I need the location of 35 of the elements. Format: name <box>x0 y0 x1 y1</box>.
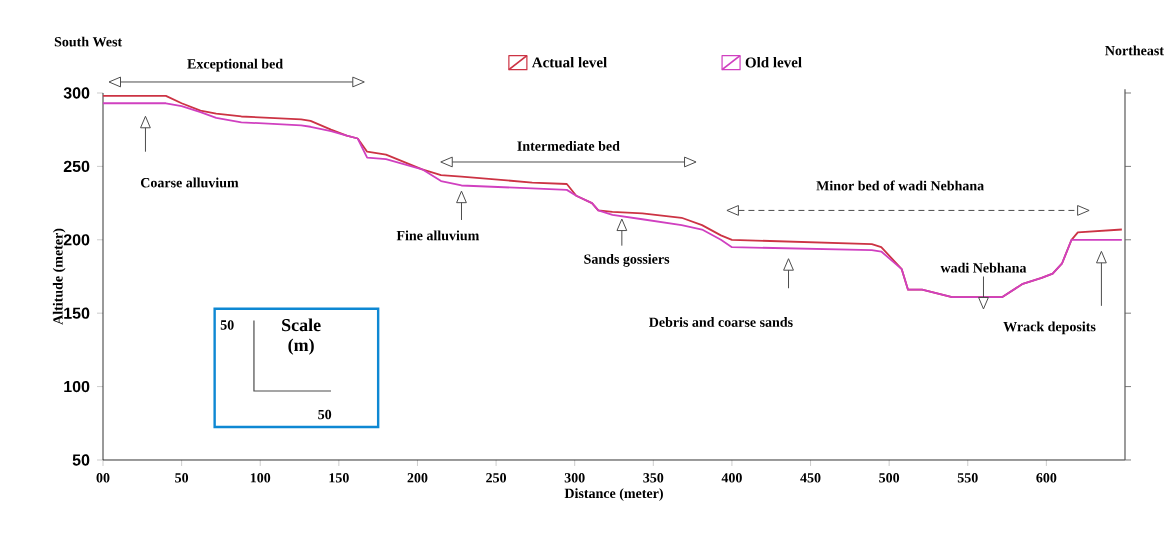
y-tick-label: 100 <box>64 380 90 393</box>
x-tick-label: 150 <box>329 473 349 483</box>
text: Northeast <box>1105 45 1164 56</box>
x-tick-label: 00 <box>96 473 110 483</box>
annotation: Debris and coarse sands <box>649 317 793 327</box>
legend-label: Old level <box>745 56 802 68</box>
annotation: Fine alluvium <box>396 230 480 241</box>
y-tick-label: 50 <box>72 454 90 466</box>
x-tick-label: 50 <box>175 473 189 483</box>
legend-label: Actual level <box>531 56 607 68</box>
annotation: Coarse alluvium <box>140 177 239 188</box>
annotation: 50 <box>220 320 234 330</box>
annotation: Sands gossiers <box>584 253 670 267</box>
x-tick-label: 200 <box>407 473 428 483</box>
x-tick-label: 450 <box>800 473 821 483</box>
x-tick-label: 100 <box>250 473 271 483</box>
x-tick-label: 350 <box>643 473 664 483</box>
x-tick-label: 250 <box>486 473 507 483</box>
annotation: Scale (m) <box>282 318 321 355</box>
text: Exceptional bed <box>187 58 283 72</box>
y-tick-label: 150 <box>64 307 90 319</box>
x-tick-label: 600 <box>1036 473 1057 483</box>
annotation: Minor bed of wadi Nebhana <box>816 180 984 191</box>
x-tick-label: 550 <box>957 473 978 483</box>
annotation: 50 <box>318 409 332 420</box>
y-tick-label: 250 <box>63 160 90 173</box>
x-axis-title: Distance (meter) <box>564 488 663 501</box>
annotation: Wrack deposits <box>1003 321 1096 335</box>
y-tick-label: 300 <box>63 87 90 99</box>
x-tick-label: 300 <box>564 473 585 483</box>
text: South West <box>54 36 123 47</box>
x-tick-label: 500 <box>879 473 900 483</box>
x-tick-label: 400 <box>721 473 742 483</box>
annotation: Intermediate bed <box>517 140 620 151</box>
annotation: wadi Nebhana <box>940 262 1027 273</box>
